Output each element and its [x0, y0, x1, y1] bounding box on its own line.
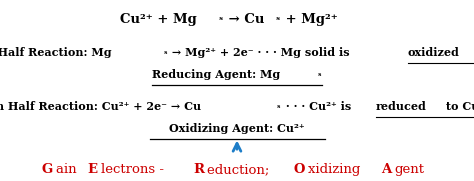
Text: ₛ: ₛ — [219, 13, 223, 22]
Text: E: E — [88, 163, 98, 176]
Text: gent: gent — [394, 163, 424, 176]
Text: ₛ: ₛ — [277, 101, 281, 110]
Text: Reduction Half Reaction: Cu²⁺ + 2e⁻ → Cu: Reduction Half Reaction: Cu²⁺ + 2e⁻ → Cu — [0, 101, 201, 112]
Text: ₛ: ₛ — [164, 47, 167, 56]
Text: lectrons -: lectrons - — [100, 163, 172, 176]
Text: to Cu solid: to Cu solid — [442, 101, 474, 112]
Text: + Mg²⁺: + Mg²⁺ — [281, 13, 338, 26]
Text: O: O — [293, 163, 305, 176]
Text: → Cu: → Cu — [224, 13, 264, 26]
Text: reduced: reduced — [376, 101, 427, 112]
Text: Reducing Agent: Mg: Reducing Agent: Mg — [152, 69, 280, 80]
Text: Oxidizing Agent: Cu²⁺: Oxidizing Agent: Cu²⁺ — [169, 123, 305, 134]
Text: R: R — [193, 163, 204, 176]
Text: A: A — [381, 163, 391, 176]
Text: ain: ain — [55, 163, 81, 176]
Text: ₛ: ₛ — [318, 69, 321, 78]
Text: · · · Cu²⁺ is: · · · Cu²⁺ is — [282, 101, 355, 112]
Text: xidizing: xidizing — [308, 163, 365, 176]
Text: Cu²⁺ + Mg: Cu²⁺ + Mg — [119, 13, 196, 26]
Text: oxidized: oxidized — [408, 47, 459, 58]
Text: eduction;: eduction; — [207, 163, 273, 176]
Text: → Mg²⁺ + 2e⁻ · · · Mg solid is: → Mg²⁺ + 2e⁻ · · · Mg solid is — [168, 47, 354, 58]
Text: ₛ: ₛ — [276, 13, 280, 22]
Text: Oxidation Half Reaction: Mg: Oxidation Half Reaction: Mg — [0, 47, 112, 58]
Text: G: G — [41, 163, 52, 176]
